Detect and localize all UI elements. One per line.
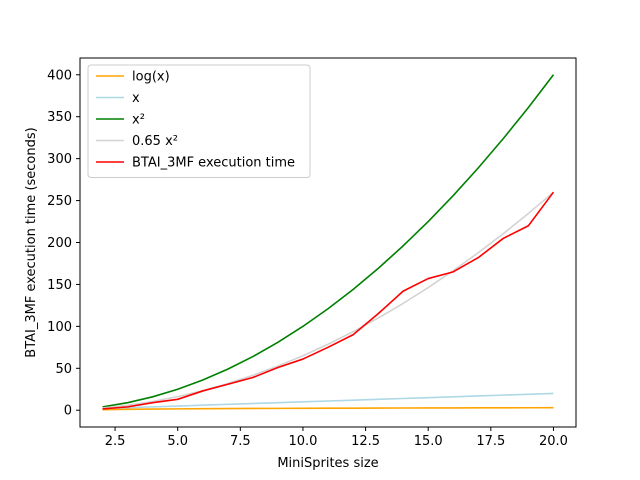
- ticks-layer: 2.5 5.0 7.5 10.0 12.5 15.0 17.5 20.0 0 50 100 150 20…: [47, 68, 568, 449]
- y-tick-label: 300: [47, 152, 72, 167]
- y-axis-label: BTAI_3MF execution time (seconds): [24, 127, 39, 357]
- x-tick-label: 2.5: [105, 434, 126, 449]
- series-line-3: [102, 191, 554, 409]
- plot-frame: [79, 57, 577, 428]
- legend: log(x) x x² 0.65 x² BTAI_3MF execution time: [87, 64, 311, 178]
- legend-label-2: x²: [132, 113, 145, 128]
- legend-label-1: x: [132, 91, 140, 106]
- y-tick-label: 0: [64, 404, 72, 419]
- series-line-1: [102, 392, 554, 410]
- x-tick-label: 12.5: [351, 434, 380, 449]
- x-axis-label: MiniSprites size: [277, 456, 378, 471]
- series-line-4: [102, 191, 555, 410]
- y-tick-label: 400: [47, 68, 72, 83]
- y-tick-label: 50: [55, 362, 72, 377]
- y-tick-label: 100: [47, 320, 72, 335]
- series-line-0: [102, 406, 554, 411]
- y-tick-label: 150: [47, 278, 72, 293]
- legend-label-3: 0.65 x²: [132, 134, 178, 149]
- x-tick-label: 7.5: [230, 434, 251, 449]
- legend-label-0: log(x): [132, 70, 170, 85]
- x-tick-label: 15.0: [414, 434, 443, 449]
- x-tick-label: 10.0: [288, 434, 317, 449]
- x-tick-label: 5.0: [167, 434, 188, 449]
- y-tick-label: 250: [47, 194, 72, 209]
- y-tick-label: 200: [47, 236, 72, 251]
- x-tick-label: 17.5: [476, 434, 505, 449]
- series-line-2: [102, 74, 555, 408]
- legend-box: [87, 64, 311, 178]
- series-layer: [102, 74, 555, 411]
- x-tick-label: 20.0: [539, 434, 568, 449]
- y-tick-label: 350: [47, 110, 72, 125]
- legend-label-4: BTAI_3MF execution time: [132, 156, 295, 171]
